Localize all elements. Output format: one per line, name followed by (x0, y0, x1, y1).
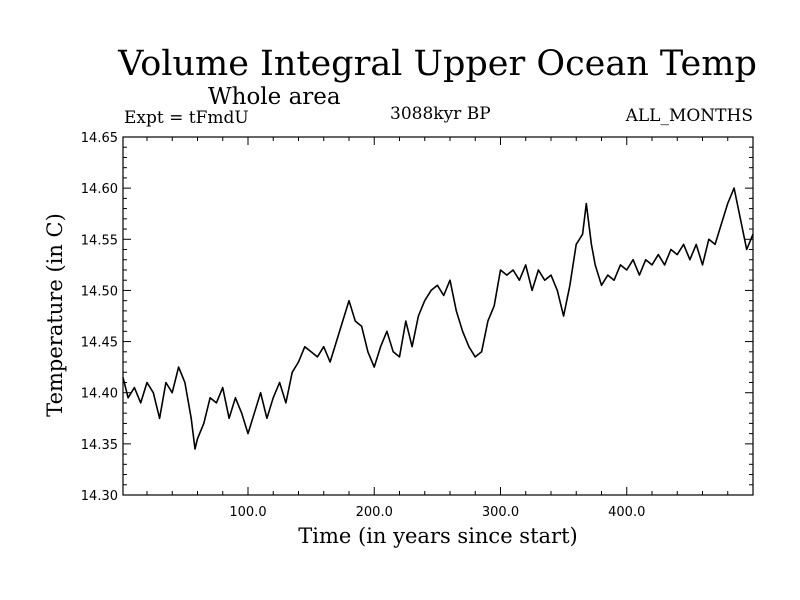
y-tick-label: 14.50 (81, 284, 118, 299)
y-tick-label: 14.65 (81, 131, 118, 146)
y-tick-label: 14.55 (81, 233, 118, 248)
y-tick-label: 14.35 (81, 438, 118, 453)
x-tick-label: 200.0 (356, 505, 393, 520)
tick-labels: 14.30 14.35 14.40 14.45 14.50 14.55 14.60 14.65… (81, 131, 646, 520)
x-tick-label: 100.0 (229, 505, 266, 520)
x-tick-label: 300.0 (482, 505, 519, 520)
chart-title: Volume Integral Upper Ocean Temp (118, 44, 757, 84)
chart-subtitle: Whole area (208, 84, 341, 110)
axis-ticks (123, 136, 753, 496)
plot-frame (122, 136, 754, 496)
y-tick-label: 14.30 (81, 489, 118, 504)
y-tick-label: 14.60 (81, 182, 118, 197)
y-tick-label: 14.45 (81, 336, 118, 351)
months-label: ALL_MONTHS (625, 106, 753, 126)
y-tick-label: 14.40 (81, 387, 118, 402)
series-line-temperature (122, 187, 754, 450)
period-label: 3088kyr BP (390, 104, 491, 124)
x-tick-label: 400.0 (608, 505, 645, 520)
experiment-label: Expt = tFmdU (124, 108, 249, 128)
x-axis-label: Time (in years since start) (298, 524, 578, 548)
